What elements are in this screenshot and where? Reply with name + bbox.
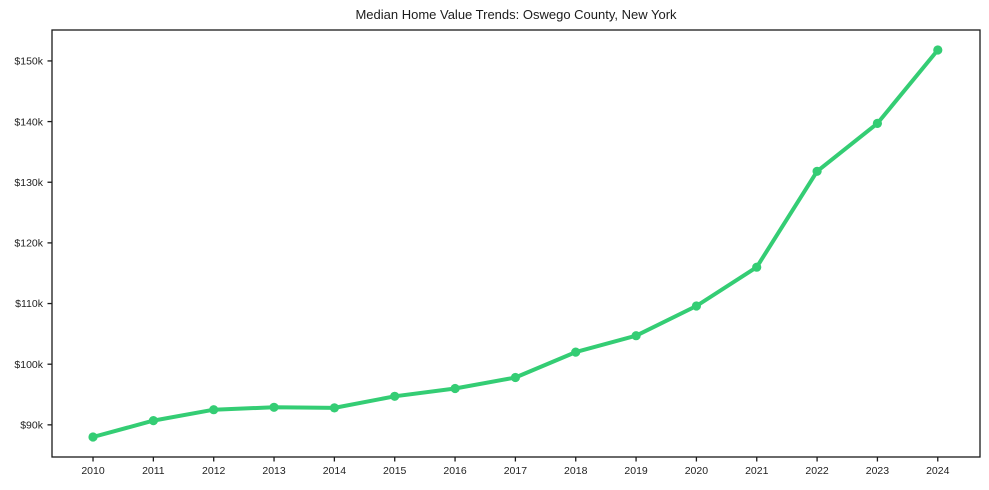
x-tick-label: 2022 xyxy=(805,465,829,477)
x-tick-label: 2019 xyxy=(624,465,648,477)
x-tick-label: 2018 xyxy=(564,465,588,477)
x-tick-label: 2015 xyxy=(383,465,407,477)
y-tick-label: $100k xyxy=(14,359,43,371)
y-tick-label: $90k xyxy=(20,420,44,432)
data-point-2021 xyxy=(752,262,762,272)
data-point-2012 xyxy=(209,405,219,415)
x-tick-label: 2021 xyxy=(745,465,769,477)
y-tick-label: $150k xyxy=(14,56,43,68)
data-point-2014 xyxy=(329,403,339,413)
data-point-2015 xyxy=(390,391,400,401)
x-tick-label: 2016 xyxy=(443,465,467,477)
data-point-2024 xyxy=(933,45,943,55)
x-tick-label: 2013 xyxy=(262,465,286,477)
x-tick-label: 2011 xyxy=(142,465,165,477)
x-tick-label: 2014 xyxy=(323,465,347,477)
x-tick-label: 2010 xyxy=(81,465,105,477)
data-point-2022 xyxy=(812,166,822,176)
x-tick-label: 2023 xyxy=(866,465,890,477)
x-tick-label: 2024 xyxy=(926,465,950,477)
data-point-2023 xyxy=(872,118,883,128)
data-point-2018 xyxy=(571,347,581,357)
y-tick-label: $140k xyxy=(14,116,43,128)
x-tick-label: 2012 xyxy=(202,465,226,477)
data-point-2017 xyxy=(510,372,520,383)
data-point-2020 xyxy=(691,301,702,311)
y-tick-label: $110k xyxy=(15,298,44,310)
x-tick-label: 2020 xyxy=(685,465,709,477)
data-point-2019 xyxy=(631,331,641,341)
data-point-2010 xyxy=(88,432,98,442)
y-tick-label: $130k xyxy=(14,177,43,189)
x-tick-label: 2017 xyxy=(504,465,528,477)
plot-frame xyxy=(51,29,981,458)
y-tick-label: $120k xyxy=(14,238,43,250)
data-point-2013 xyxy=(269,402,279,412)
chart-title: Median Home Value Trends: Oswego County,… xyxy=(355,7,677,22)
data-point-2011 xyxy=(148,416,158,426)
data-point-2016 xyxy=(450,383,460,394)
